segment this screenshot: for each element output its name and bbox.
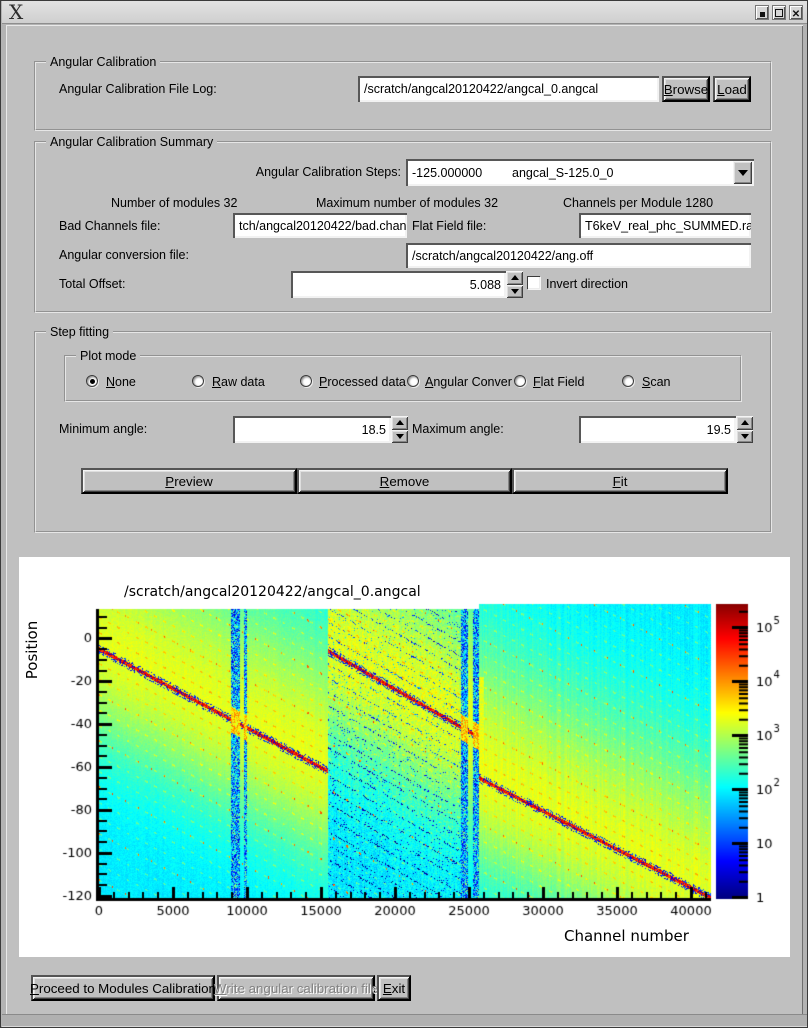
close-icon	[792, 6, 800, 20]
group-summary-title: Angular Calibration Summary	[46, 135, 218, 149]
group-step-fitting-title: Step fitting	[46, 325, 114, 339]
total-offset-input[interactable]: 5.088	[291, 271, 506, 298]
minimize-button[interactable]	[755, 5, 769, 20]
min-angle-spin-up-button[interactable]	[391, 416, 408, 430]
min-angle-input[interactable]: 18.5	[233, 416, 391, 443]
window-bottom-edge	[2, 1014, 807, 1027]
close-button[interactable]	[789, 5, 803, 20]
total-offset-label: Total Offset:	[59, 277, 126, 291]
min-angle-label: Minimum angle:	[59, 422, 148, 436]
plot-panel: /scratch/angcal20120422/angcal_0.angcal …	[19, 557, 790, 957]
min-angle-spinbox: 18.5	[233, 416, 408, 443]
plot-y-axis-label: Position	[23, 620, 41, 680]
radio-none[interactable]	[86, 375, 98, 387]
angular-conversion-input[interactable]: /scratch/angcal20120422/ang.off	[406, 243, 751, 268]
radio-raw-data-label: Raw data	[212, 375, 265, 389]
group-angular-calibration-title: Angular Calibration	[46, 55, 161, 69]
invert-direction-checkbox[interactable]	[527, 276, 540, 289]
arrow-down-icon	[740, 433, 749, 439]
plot-title: /scratch/angcal20120422/angcal_0.angcal	[124, 584, 421, 600]
steps-value-number: -125.000000	[412, 165, 483, 180]
titlebar[interactable]: X	[2, 0, 807, 24]
max-angle-spinbox: 19.5	[579, 416, 753, 443]
total-offset-spin-up-button[interactable]	[506, 271, 523, 285]
maximize-button[interactable]	[772, 5, 786, 20]
radio-angular-conversion-label: Angular Conver	[425, 375, 512, 389]
radio-flat-field-label: Flat Field	[533, 375, 585, 389]
angular-conversion-label: Angular conversion file:	[59, 248, 189, 262]
arrow-down-icon	[510, 288, 519, 294]
file-log-label: Angular Calibration File Log:	[59, 82, 217, 96]
app-icon-x-logo: X	[9, 0, 24, 24]
main-panel: Angular Calibration Angular Calibration …	[6, 25, 803, 1015]
radio-processed-data[interactable]	[300, 375, 312, 387]
group-plot-mode: Plot mode	[64, 349, 742, 402]
max-modules-label: Maximum number of modules 32	[316, 196, 499, 210]
max-angle-input[interactable]: 19.5	[579, 416, 736, 443]
calibration-heatmap[interactable]	[19, 557, 790, 957]
radio-scan[interactable]	[622, 375, 634, 387]
group-angular-calibration: Angular Calibration	[34, 55, 772, 131]
channels-per-module-label: Channels per Module 1280	[563, 196, 714, 210]
invert-direction-label: Invert direction	[546, 277, 628, 291]
arrow-down-icon	[395, 433, 404, 439]
max-angle-spin-down-button[interactable]	[736, 429, 753, 443]
modules-count-label: Number of modules 32	[111, 196, 238, 210]
group-step-fitting: Step fitting	[34, 325, 772, 533]
maximize-icon	[775, 8, 783, 17]
flat-field-input[interactable]: T6keV_real_phc_SUMMED.raw	[579, 213, 751, 238]
radio-scan-label: Scan	[642, 375, 671, 389]
radio-flat-field[interactable]	[514, 375, 526, 387]
radio-none-label: None	[106, 375, 136, 389]
plot-x-axis-label: Channel number	[564, 927, 689, 945]
total-offset-spinbox: 5.088	[291, 271, 523, 298]
steps-label: Angular Calibration Steps:	[255, 165, 401, 179]
chevron-down-icon	[737, 169, 748, 176]
bad-channels-input[interactable]: tch/angcal20120422/bad.chan	[233, 213, 407, 238]
steps-combobox[interactable]: -125.000000 angcal_S-125.0_0	[406, 159, 754, 186]
radio-raw-data[interactable]	[192, 375, 204, 387]
min-angle-spin-down-button[interactable]	[391, 429, 408, 443]
group-summary: Angular Calibration Summary	[34, 135, 772, 313]
group-plot-mode-title: Plot mode	[76, 349, 141, 363]
flat-field-label: Flat Field file:	[412, 219, 487, 233]
arrow-up-icon	[740, 420, 749, 426]
arrow-up-icon	[510, 275, 519, 281]
max-angle-label: Maximum angle:	[412, 422, 504, 436]
radio-angular-conversion[interactable]	[407, 375, 419, 387]
radio-processed-data-label: Processed data	[319, 375, 406, 389]
steps-value-name: angcal_S-125.0_0	[512, 165, 614, 180]
total-offset-spin-down-button[interactable]	[506, 284, 523, 298]
file-log-input[interactable]: /scratch/angcal20120422/angcal_0.angcal	[358, 76, 659, 102]
bad-channels-label: Bad Channels file:	[59, 219, 161, 233]
arrow-up-icon	[395, 420, 404, 426]
minimize-icon	[759, 11, 765, 17]
steps-combo-arrow-button[interactable]	[733, 161, 752, 184]
max-angle-spin-up-button[interactable]	[736, 416, 753, 430]
